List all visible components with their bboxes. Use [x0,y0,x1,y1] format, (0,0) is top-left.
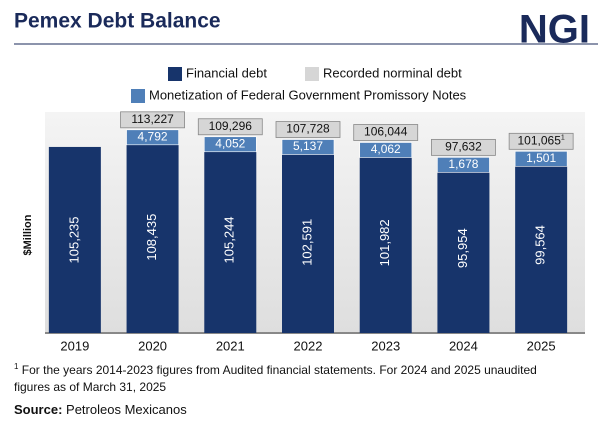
financial-bar [437,163,490,333]
chart: Pemex Debt Balance NGI $Million Financia… [14,8,598,353]
monetization-label: 4,062 [371,142,401,156]
x-tick-label: 2023 [371,338,400,353]
monetization-label-box [126,129,179,146]
legend-label: Financial debt [186,65,267,80]
chart-title: Pemex Debt Balance [14,10,221,33]
financial-bar [515,156,568,333]
source-label: Source: [14,402,63,417]
monetization-label-box [203,136,257,153]
financial-label: 105,235 [66,216,81,263]
financial-label: 101,982 [377,219,392,266]
recorded-debt-label: 101,0651 [517,133,564,147]
logo: NGI [519,8,590,52]
monetization-label: 1,678 [448,157,478,171]
recorded-debt-box [275,121,341,138]
x-tick-label: 2025 [527,338,556,353]
financial-bar [204,146,257,333]
recorded-debt-box [197,118,263,136]
monetization-label: 5,137 [293,139,323,153]
recorded-debt-box [120,111,185,129]
recorded-debt-label: 107,728 [286,122,330,136]
monetization-label: 1,501 [526,151,556,165]
legend-label: Monetization of Federal Government Promi… [149,87,467,102]
legend-swatch [305,67,319,81]
financial-label: 108,435 [144,214,159,261]
footnote-ref: 1 [561,134,565,141]
x-tick-label: 2020 [138,338,167,353]
x-tick-label: 2024 [449,338,478,353]
recorded-debt-label: 97,632 [445,140,482,154]
financial-label: 105,244 [222,216,237,263]
recorded-debt-box [431,138,496,156]
financial-bar [126,141,179,333]
monetization-label: 4,792 [138,129,168,143]
monetization-label: 4,052 [215,136,245,150]
recorded-debt-box [508,132,574,150]
x-tick-label: 2022 [294,338,323,353]
recorded-debt-label: 109,296 [209,119,253,133]
footnote-marker: 1 [14,362,19,371]
legend-label: Recorded norminal debt [323,65,462,80]
financial-label: 95,954 [455,228,470,268]
financial-bar [359,152,412,333]
x-tick-label: 2019 [60,338,89,353]
footnote-text: For the years 2014-2023 figures from Aud… [14,363,537,394]
legend-swatch [131,89,145,103]
source-text: Petroleos Mexicanos [66,402,187,417]
x-tick-label: 2021 [216,338,245,353]
legend-swatch [168,67,182,81]
financial-label: 102,591 [299,219,314,266]
recorded-debt-label: 113,227 [131,112,174,126]
financial-bar [282,151,334,333]
recorded-debt-label: 106,044 [364,125,408,139]
financial-label: 99,564 [533,225,548,265]
source: Source: Petroleos Mexicanos [14,402,187,417]
monetization-label-box [359,142,413,158]
financial-bar [48,146,101,333]
monetization-label-box [514,151,568,167]
monetization-label-box [281,139,335,155]
y-axis-label: $Million [22,214,34,255]
recorded-debt-box [353,124,419,141]
monetization-label-box [437,157,490,173]
footnote: 1 For the years 2014-2023 figures from A… [14,358,574,396]
